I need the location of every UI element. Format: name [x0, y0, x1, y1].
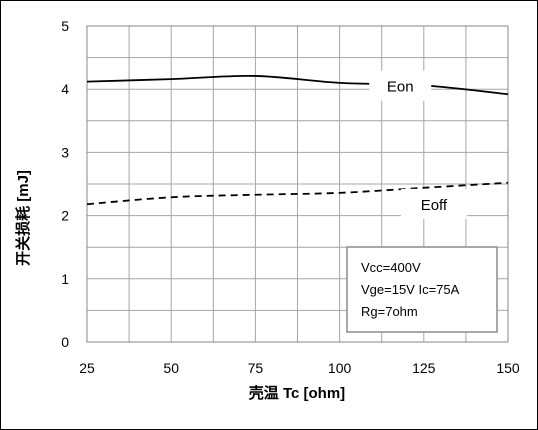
x-tick-label: 75 [248, 360, 264, 376]
series-line-eoff [86, 181, 509, 206]
series-labels: Eon Eoff [369, 70, 467, 219]
x-tick-labels: 25 50 75 100 125 150 [79, 360, 520, 376]
series-line-eon [86, 74, 509, 96]
y-tick-label: 2 [61, 208, 69, 224]
series-label-eon: Eon [369, 70, 432, 101]
series-label-eoff: Eoff [400, 188, 467, 219]
x-tick-label: 150 [496, 360, 520, 376]
x-axis-label: 壳温 Tc [ohm] [248, 384, 345, 402]
y-tick-labels: 0 1 2 3 4 5 [61, 18, 69, 350]
y-tick-label: 0 [61, 334, 69, 350]
y-tick-label: 4 [61, 81, 69, 97]
condition-rg: Rg=7ohm [361, 304, 418, 319]
series-label-bg [369, 70, 432, 101]
condition-vge-ic: Vge=15V Ic=75A [361, 282, 460, 297]
series-label-bg [400, 188, 467, 219]
y-tick-label: 5 [61, 18, 69, 34]
plot-area [86, 25, 509, 343]
x-tick-label: 25 [79, 360, 95, 376]
conditions-box: Vcc=400V Vge=15V Ic=75A Rg=7ohm [346, 246, 498, 333]
x-tick-label: 100 [328, 360, 352, 376]
series-lines [86, 74, 509, 206]
x-tick-label: 50 [163, 360, 179, 376]
y-axis-label: 开关损耗 [mJ] [14, 170, 32, 266]
condition-vcc: Vcc=400V [361, 260, 421, 275]
x-tick-label: 125 [412, 360, 436, 376]
y-tick-label: 3 [61, 144, 69, 160]
series-label-text: Eoff [421, 197, 448, 214]
series-label-text: Eon [387, 79, 414, 96]
y-tick-label: 1 [61, 271, 69, 287]
